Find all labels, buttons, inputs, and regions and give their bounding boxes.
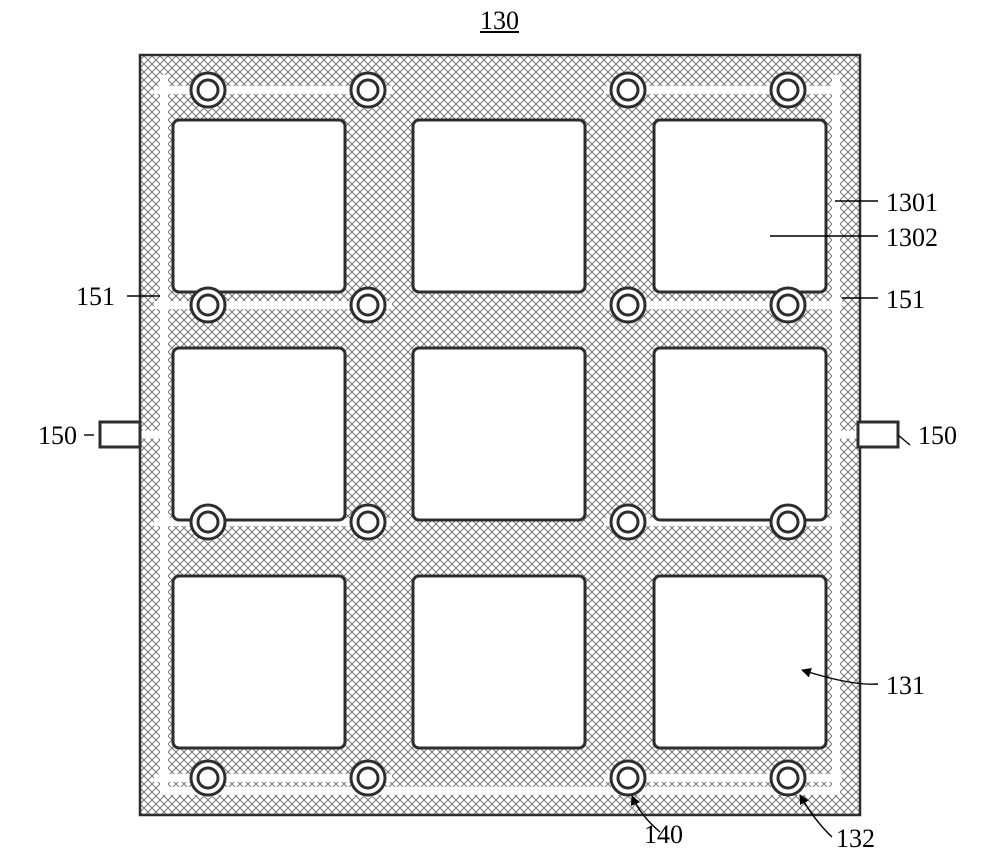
boss-outer-r3-c2 — [611, 761, 645, 795]
cell-r1-c1 — [413, 348, 585, 520]
port-left — [100, 422, 140, 447]
label-140-text: 140 — [644, 820, 683, 849]
label-132-text: 132 — [836, 824, 875, 853]
cell-r1-c0 — [173, 348, 345, 520]
cell-r2-c1 — [413, 576, 585, 748]
leader-l-150-right — [898, 435, 910, 445]
cell-r2-c2 — [654, 576, 826, 748]
label-150-left-text: 150 — [38, 421, 77, 450]
boss-outer-r2-c2 — [611, 505, 645, 539]
cell-r0-c0 — [173, 120, 345, 292]
cell-r0-c1 — [413, 120, 585, 292]
boss-outer-r2-c3 — [771, 505, 805, 539]
boss-outer-r1-c0 — [191, 288, 225, 322]
boss-outer-r0-c2 — [611, 73, 645, 107]
boss-outer-r3-c1 — [351, 761, 385, 795]
port-right — [858, 422, 898, 447]
label-151-left-text: 151 — [76, 282, 115, 311]
label-151-right: 151 — [886, 287, 925, 313]
cell-r0-c2 — [654, 120, 826, 292]
boss-outer-r1-c2 — [611, 288, 645, 322]
label-1301-text: 1301 — [886, 188, 938, 217]
boss-outer-r2-c1 — [351, 505, 385, 539]
boss-outer-r1-c1 — [351, 288, 385, 322]
boss-outer-r0-c1 — [351, 73, 385, 107]
boss-outer-r0-c3 — [771, 73, 805, 107]
label-151-left: 151 — [76, 284, 115, 310]
label-131-text: 131 — [886, 671, 925, 700]
boss-outer-r2-c0 — [191, 505, 225, 539]
label-150-right: 150 — [918, 423, 957, 449]
label-150-left: 150 — [38, 423, 77, 449]
label-151-right-text: 151 — [886, 285, 925, 314]
label-1302: 1302 — [886, 225, 938, 251]
figure-title-text: 130 — [480, 6, 519, 35]
diagram-svg — [0, 0, 1000, 863]
figure-title: 130 — [480, 8, 519, 34]
label-1302-text: 1302 — [886, 223, 938, 252]
boss-outer-r1-c3 — [771, 288, 805, 322]
cell-r2-c0 — [173, 576, 345, 748]
label-132: 132 — [836, 826, 875, 852]
label-131: 131 — [886, 673, 925, 699]
figure-stage: 130 1301 1302 151 151 150 150 — [0, 0, 1000, 863]
label-150-right-text: 150 — [918, 421, 957, 450]
boss-outer-r3-c0 — [191, 761, 225, 795]
label-1301: 1301 — [886, 190, 938, 216]
cell-r1-c2 — [654, 348, 826, 520]
boss-outer-r3-c3 — [771, 761, 805, 795]
label-140: 140 — [644, 822, 683, 848]
boss-outer-r0-c0 — [191, 73, 225, 107]
